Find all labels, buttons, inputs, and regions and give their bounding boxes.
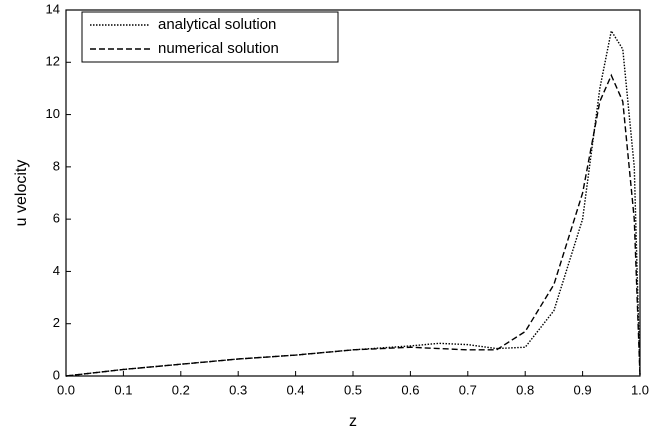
- x-tick-label: 0.9: [574, 382, 592, 397]
- x-tick-label: 0.4: [287, 382, 305, 397]
- legend-label: numerical solution: [158, 40, 279, 57]
- x-tick-label: 1.0: [631, 382, 649, 397]
- x-tick-label: 0.5: [344, 382, 362, 397]
- x-tick-label: 0.2: [172, 382, 190, 397]
- x-tick-label: 0.0: [57, 382, 75, 397]
- y-tick-label: 0: [53, 367, 60, 382]
- legend-box: [81, 11, 339, 63]
- y-tick-label: 4: [53, 263, 60, 278]
- y-tick-label: 12: [46, 54, 60, 69]
- y-axis-title: u velocity: [13, 160, 30, 227]
- x-tick-label: 0.8: [516, 382, 534, 397]
- y-tick-label: 2: [53, 315, 60, 330]
- plot-frame: [65, 9, 641, 377]
- y-tick-label: 6: [53, 211, 60, 226]
- x-tick-label: 0.3: [229, 382, 247, 397]
- series-line: [65, 29, 641, 377]
- x-tick-label: 0.6: [401, 382, 419, 397]
- x-axis-title: z: [349, 413, 357, 430]
- x-tick-label: 0.7: [459, 382, 477, 397]
- y-tick-label: 10: [46, 106, 60, 121]
- legend-label: analytical solution: [158, 16, 276, 33]
- x-tick-label: 0.1: [114, 382, 132, 397]
- y-tick-label: 14: [46, 1, 60, 16]
- y-tick-label: 8: [53, 158, 60, 173]
- series-line: [65, 73, 641, 377]
